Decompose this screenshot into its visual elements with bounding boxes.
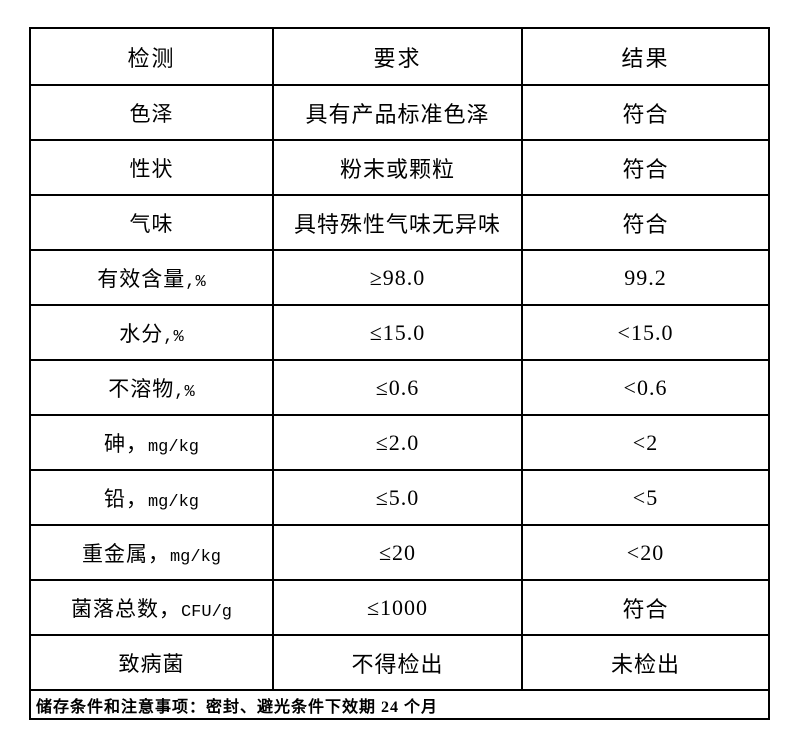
requirement-cell: 不得检出 — [272, 634, 523, 691]
test-item-unit: ,% — [174, 382, 195, 402]
test-item-unit: mg/kg — [169, 547, 221, 567]
test-item-unit: mg/kg — [147, 492, 199, 512]
result-cell: 未检出 — [521, 634, 770, 691]
test-item-cell: 不溶物,% — [29, 359, 274, 416]
test-item-label: 致病菌 — [118, 651, 185, 676]
requirement-cell: ≤20 — [272, 524, 523, 581]
test-item-label: 不溶物 — [108, 376, 175, 401]
column-header-result: 结果 — [521, 27, 770, 86]
requirement-cell: ≥98.0 — [272, 249, 523, 306]
test-item-label: 色泽 — [129, 101, 174, 126]
column-header-test: 检测 — [29, 27, 274, 86]
table-header-row: 检测 要求 结果 — [29, 27, 770, 86]
requirement-cell: ≤2.0 — [272, 414, 523, 471]
test-item-cell: 重金属，mg/kg — [29, 524, 274, 581]
requirement-cell: ≤1000 — [272, 579, 523, 636]
test-item-cell: 铅，mg/kg — [29, 469, 274, 526]
requirement-cell: ≤0.6 — [272, 359, 523, 416]
test-item-label: 有效含量 — [97, 266, 186, 291]
test-item-cell: 有效含量,% — [29, 249, 274, 306]
result-cell: <5 — [521, 469, 770, 526]
test-item-cell: 性状 — [29, 139, 274, 196]
table-row: 水分,% ≤15.0 <15.0 — [29, 304, 770, 361]
table-row: 有效含量,% ≥98.0 99.2 — [29, 249, 770, 306]
requirement-cell: 粉末或颗粒 — [272, 139, 523, 196]
table-row: 致病菌 不得检出 未检出 — [29, 634, 770, 691]
result-cell: <2 — [521, 414, 770, 471]
test-item-cell: 气味 — [29, 194, 274, 251]
table-row: 重金属，mg/kg ≤20 <20 — [29, 524, 770, 581]
test-item-label: 菌落总数， — [70, 596, 181, 621]
test-item-unit: ,% — [185, 272, 206, 292]
test-item-label: 水分 — [119, 321, 164, 346]
result-cell: 符合 — [521, 194, 770, 251]
test-item-label: 铅， — [103, 486, 148, 511]
inspection-table: 检测 要求 结果 色泽 具有产品标准色泽 符合 性状 粉末或颗粒 符合 气味 具… — [29, 27, 770, 720]
result-cell: 符合 — [521, 84, 770, 141]
requirement-cell: ≤5.0 — [272, 469, 523, 526]
table-row: 铅，mg/kg ≤5.0 <5 — [29, 469, 770, 526]
table-row: 菌落总数，CFU/g ≤1000 符合 — [29, 579, 770, 636]
storage-note: 储存条件和注意事项：密封、避光条件下效期 24 个月 — [29, 689, 770, 720]
test-item-cell: 菌落总数，CFU/g — [29, 579, 274, 636]
test-item-cell: 色泽 — [29, 84, 274, 141]
test-item-unit: ,% — [163, 327, 184, 347]
result-cell: 符合 — [521, 139, 770, 196]
test-item-label: 砷， — [103, 431, 148, 456]
result-cell: <15.0 — [521, 304, 770, 361]
table-footer-row: 储存条件和注意事项：密封、避光条件下效期 24 个月 — [29, 689, 770, 720]
result-cell: <0.6 — [521, 359, 770, 416]
test-item-unit: CFU/g — [180, 602, 232, 622]
requirement-cell: ≤15.0 — [272, 304, 523, 361]
table-row: 气味 具特殊性气味无异味 符合 — [29, 194, 770, 251]
test-item-label: 重金属， — [81, 541, 170, 566]
table-row: 不溶物,% ≤0.6 <0.6 — [29, 359, 770, 416]
test-item-cell: 水分,% — [29, 304, 274, 361]
requirement-cell: 具有产品标准色泽 — [272, 84, 523, 141]
table-row: 性状 粉末或颗粒 符合 — [29, 139, 770, 196]
test-item-cell: 砷，mg/kg — [29, 414, 274, 471]
test-item-label: 气味 — [129, 211, 174, 236]
test-item-cell: 致病菌 — [29, 634, 274, 691]
result-cell: 符合 — [521, 579, 770, 636]
test-item-label: 性状 — [129, 156, 174, 181]
column-header-requirement: 要求 — [272, 27, 523, 86]
table-row: 色泽 具有产品标准色泽 符合 — [29, 84, 770, 141]
test-item-unit: mg/kg — [147, 437, 199, 457]
result-cell: 99.2 — [521, 249, 770, 306]
table-row: 砷，mg/kg ≤2.0 <2 — [29, 414, 770, 471]
requirement-cell: 具特殊性气味无异味 — [272, 194, 523, 251]
result-cell: <20 — [521, 524, 770, 581]
